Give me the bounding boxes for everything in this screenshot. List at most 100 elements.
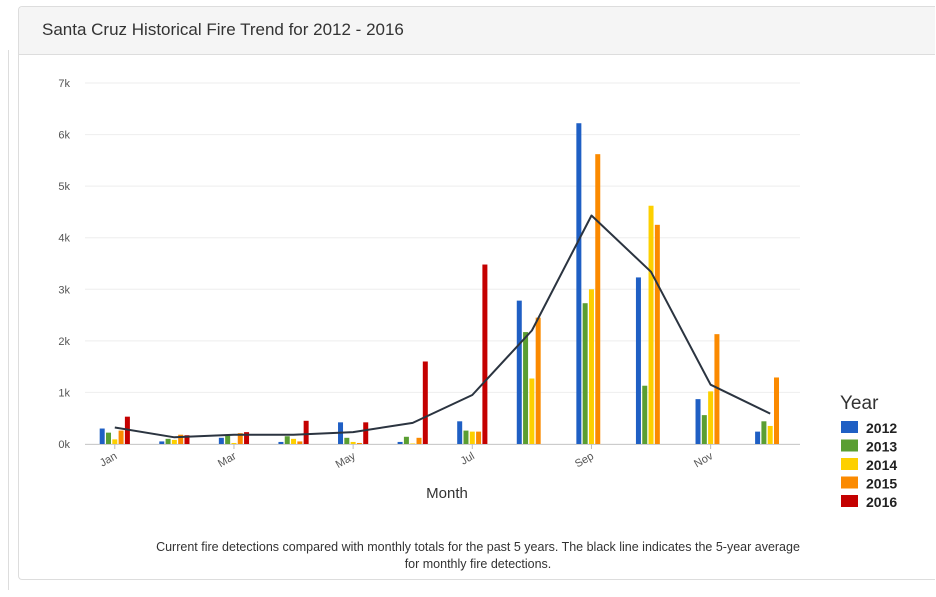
bar-2016-May[interactable] [363, 422, 369, 444]
y-tick-label: 2k [58, 336, 70, 348]
panel-divider [8, 50, 9, 590]
bar-2015-Aug[interactable] [535, 317, 541, 444]
legend-item-2015[interactable]: 2015 [841, 476, 897, 492]
series-2015 [118, 154, 780, 444]
x-tick-label: Nov [692, 450, 715, 470]
y-tick-label: 6k [58, 130, 70, 142]
bar-2015-Sep[interactable] [595, 154, 601, 444]
y-gridlines [85, 82, 800, 445]
bar-2012-Jan[interactable] [99, 428, 105, 444]
series-2016 [124, 264, 488, 444]
panel-header [19, 7, 935, 55]
bar-2015-Oct[interactable] [654, 224, 660, 444]
bar-2015-Jul[interactable] [476, 431, 482, 444]
bar-2015-Apr[interactable] [297, 441, 303, 444]
legend-item-2012[interactable]: 2012 [841, 420, 897, 436]
bar-2016-Mar[interactable] [244, 432, 250, 444]
x-tick-label: Jan [98, 450, 119, 469]
y-tick-label: 7k [58, 78, 70, 90]
legend-item-2016[interactable]: 2016 [841, 494, 897, 510]
bar-2015-Jun[interactable] [416, 437, 422, 444]
legend-item-2014[interactable]: 2014 [841, 457, 897, 473]
legend-label: 2015 [866, 476, 897, 492]
series-2013 [105, 303, 767, 444]
bar-2014-Mar[interactable] [231, 442, 237, 444]
series-2012 [99, 123, 761, 445]
legend: Year 2012 2013 2014 2015 2016 [840, 393, 897, 510]
bar-2012-Apr[interactable] [278, 441, 284, 444]
bar-2012-Jun[interactable] [397, 441, 403, 444]
legend-swatch [841, 421, 858, 433]
legend-label: 2014 [866, 457, 897, 473]
bar-2014-Sep[interactable] [588, 289, 594, 444]
series-2014 [112, 205, 773, 444]
y-tick-label: 5k [58, 181, 70, 193]
bar-2014-Jan[interactable] [112, 439, 118, 444]
bar-2012-Dec[interactable] [755, 431, 761, 444]
bar-2015-Jan[interactable] [118, 430, 124, 444]
y-tick-label: 4k [58, 233, 70, 245]
bar-2013-Jul[interactable] [463, 430, 469, 444]
bar-2014-Jun[interactable] [410, 443, 416, 444]
bar-2013-Jan[interactable] [105, 432, 111, 444]
bar-2014-Aug[interactable] [529, 378, 535, 444]
caption-line-1: Current fire detections compared with mo… [156, 540, 800, 554]
bars [99, 123, 780, 445]
x-tick-label: Sep [573, 450, 596, 470]
average-line [114, 214, 771, 439]
bar-2016-Apr[interactable] [303, 420, 309, 444]
legend-label: 2013 [866, 439, 897, 455]
bar-2014-Feb[interactable] [171, 439, 177, 444]
chart-caption: Current fire detections compared with mo… [20, 539, 936, 573]
bar-2015-May[interactable] [356, 442, 362, 444]
bar-2015-Feb[interactable] [178, 434, 184, 444]
x-tick-label: May [334, 450, 358, 471]
bar-2014-Nov[interactable] [708, 391, 714, 444]
bar-2012-Feb[interactable] [159, 441, 165, 444]
x-ticks: Jan Mar May Jul Sep Nov [98, 444, 716, 471]
page-title: Santa Cruz Historical Fire Trend for 201… [42, 20, 404, 39]
bar-2014-Oct[interactable] [648, 205, 654, 444]
bar-2012-Oct[interactable] [635, 277, 641, 444]
legend-label: 2016 [866, 494, 897, 510]
y-tick-label: 0k [58, 439, 70, 451]
bar-2015-Dec[interactable] [774, 377, 780, 444]
legend-swatch [841, 439, 858, 452]
bar-2016-Jun[interactable] [422, 361, 428, 444]
bar-2014-Jul[interactable] [469, 431, 475, 444]
bar-2014-May[interactable] [350, 441, 356, 444]
bar-2014-Dec[interactable] [767, 425, 773, 444]
bar-2015-Mar[interactable] [237, 433, 243, 444]
bar-2016-Jul[interactable] [482, 264, 488, 444]
bar-2013-May[interactable] [344, 437, 350, 444]
bar-2014-Apr[interactable] [291, 438, 297, 444]
bar-2015-Nov[interactable] [714, 334, 720, 444]
x-axis-title: Month [426, 485, 468, 502]
bar-2012-Aug[interactable] [516, 300, 522, 444]
legend-swatch [841, 458, 858, 470]
bar-2013-Feb[interactable] [165, 438, 171, 444]
bar-2013-Oct[interactable] [642, 385, 648, 444]
bar-2013-Apr[interactable] [284, 436, 290, 444]
legend-item-2013[interactable]: 2013 [841, 439, 897, 455]
bar-2013-Dec[interactable] [761, 421, 767, 444]
bar-2012-Sep[interactable] [576, 123, 582, 445]
bar-2013-Mar[interactable] [225, 435, 231, 444]
x-tick-label: Jul [459, 450, 477, 467]
chart-panel [18, 6, 935, 580]
bar-2012-Mar[interactable] [218, 437, 224, 444]
bar-2012-Nov[interactable] [695, 399, 701, 444]
legend-swatch [841, 476, 858, 489]
caption-line-2: for monthly fire detections. [404, 557, 552, 571]
bar-2013-Nov[interactable] [701, 415, 707, 444]
bar-2013-Aug[interactable] [523, 332, 529, 444]
y-tick-label: 3k [58, 284, 70, 296]
bar-2013-Sep[interactable] [582, 303, 588, 444]
bar-2012-Jul[interactable] [457, 421, 463, 444]
legend-title: Year [840, 393, 879, 414]
bar-2016-Feb[interactable] [184, 435, 190, 444]
y-tick-label: 1k [58, 387, 70, 399]
legend-swatch [841, 495, 858, 507]
x-tick-label: Mar [216, 450, 239, 470]
bar-2013-Jun[interactable] [403, 436, 409, 444]
